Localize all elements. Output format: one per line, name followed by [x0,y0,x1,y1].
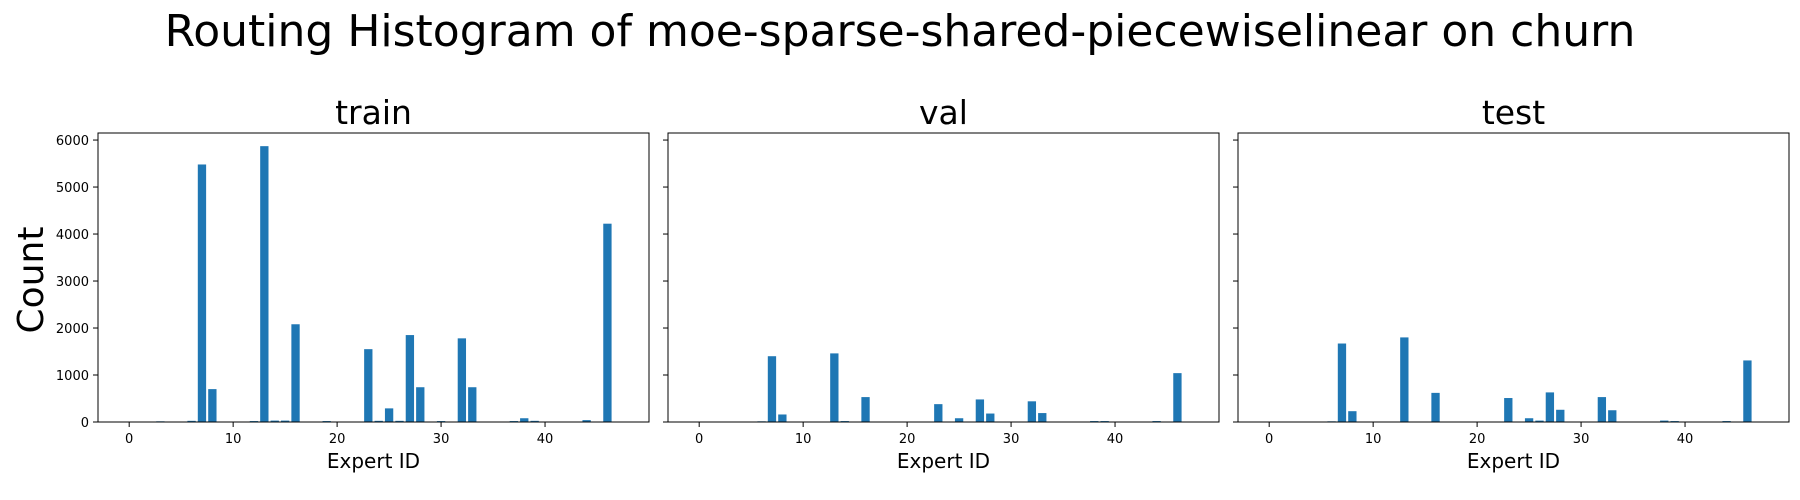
bar-expert-28 [1556,409,1565,422]
bar-expert-44 [582,420,591,422]
bar-expert-6 [187,420,196,422]
figure-title: Routing Histogram of moe-sparse-shared-p… [164,6,1636,57]
bar-expert-16 [861,397,870,422]
subplot-title: test [1482,93,1545,132]
bar-expert-39 [530,420,539,422]
x-tick-label: 30 [433,432,450,447]
bar-expert-25 [1524,418,1534,422]
bar-expert-7 [767,356,777,422]
bar-expert-25 [954,418,964,422]
x-tick-label: 20 [1469,432,1486,447]
y-tick-label: 5000 [56,181,89,196]
y-tick-label: 1000 [56,369,89,384]
subplot-title: train [335,93,412,132]
bar-expert-46 [603,223,612,422]
x-tick-label: 40 [537,432,554,447]
x-axis-label: Expert ID [1467,449,1560,473]
bar-expert-14 [270,420,279,422]
bar-expert-7 [1337,343,1347,422]
y-axis-label: Count [11,227,52,334]
x-tick-label: 40 [1677,432,1694,447]
x-tick-label: 30 [1003,432,1020,447]
y-tick-label: 0 [81,416,89,431]
bar-expert-38 [1660,420,1669,422]
y-tick-label: 6000 [56,134,89,149]
panel-val: val 0 10 20 30 40 Expert ID [663,93,1220,473]
subplot-title: val [919,93,968,132]
x-tick-label: 0 [1265,432,1273,447]
x-tick-label: 0 [695,432,703,447]
bar-expert-23 [1504,398,1513,422]
bar-expert-33 [1038,413,1047,422]
bar-expert-13 [260,146,269,422]
y-tick-label: 2000 [56,322,89,337]
bar-expert-27 [975,399,985,422]
axes-frame [97,132,650,423]
x-tick-label: 30 [1573,432,1590,447]
bar-expert-32 [1597,397,1607,422]
bar-expert-7 [197,164,207,423]
bar-expert-32 [1027,401,1037,422]
bar-expert-46 [1743,360,1752,422]
x-axis-label: Expert ID [897,449,990,473]
x-tick-label: 10 [225,432,242,447]
x-tick-label: 20 [329,432,346,447]
bar-expert-26 [395,420,404,422]
bar-expert-27 [1545,392,1555,422]
bar-expert-38 [520,418,529,422]
bar-expert-8 [778,414,787,422]
bar-expert-33 [1608,410,1617,422]
x-axis-label: Expert ID [327,449,420,473]
axes-frame [1237,132,1790,423]
bar-expert-46 [1173,373,1182,422]
bar-expert-15 [280,420,290,422]
bar-expert-16 [1431,392,1440,422]
bar-expert-28 [416,387,425,422]
x-tick-label: 10 [1365,432,1382,447]
panel-train: train 0 10 20 30 40 0 1000 2000 3000 4000 5000 6000 E… [56,93,650,473]
bar-expert-23 [364,349,373,422]
axes-frame [667,132,1220,423]
bar-expert-26 [1535,420,1544,422]
bar-expert-13 [830,353,839,422]
x-tick-label: 0 [125,432,133,447]
y-tick-label: 4000 [56,228,89,243]
bar-expert-8 [1348,411,1357,422]
bar-expert-28 [986,413,995,422]
x-tick-label: 20 [899,432,916,447]
bar-expert-25 [384,408,394,422]
bar-expert-23 [934,404,943,422]
bar-expert-32 [457,338,467,422]
panel-test: test 0 10 20 30 40 Expert ID [1233,93,1790,473]
bar-expert-16 [291,324,300,422]
bar-expert-27 [405,335,415,422]
bar-expert-8 [208,389,217,422]
x-tick-label: 10 [795,432,812,447]
y-tick-label: 3000 [56,275,89,290]
bar-expert-13 [1400,337,1409,422]
bar-expert-24 [374,420,383,422]
x-tick-label: 40 [1107,432,1124,447]
bar-expert-33 [468,387,477,422]
